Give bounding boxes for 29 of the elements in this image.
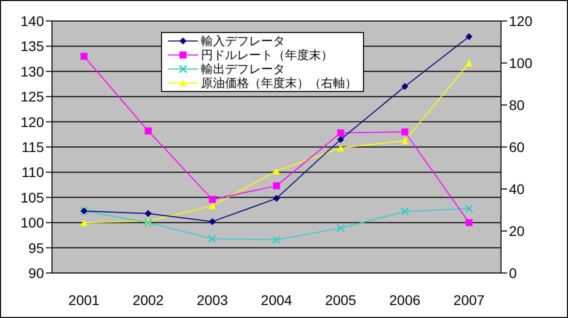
y-tick-label: 120 — [20, 114, 44, 130]
y-tick-label: 105 — [20, 189, 44, 206]
x-tick-label: 2006 — [389, 292, 421, 308]
y-tick-label: 95 — [28, 240, 44, 256]
y2-tick-label: 0 — [509, 264, 517, 281]
y2-tick-label: 20 — [509, 222, 525, 239]
y-tick-label: 90 — [28, 264, 44, 281]
y-tick-label: 130 — [20, 63, 44, 80]
x-tick-label: 2005 — [325, 292, 356, 308]
x-tick-label: 2004 — [260, 292, 292, 308]
y2-tick-label: 80 — [509, 96, 525, 113]
y-tick-label: 140 — [20, 12, 44, 29]
y-tick-label: 135 — [20, 38, 44, 54]
x-tick-label: 2001 — [68, 292, 100, 308]
legend-label: 原油価格（年度末）（右軸） — [201, 76, 357, 90]
y2-tick-label: 40 — [509, 180, 525, 197]
y-tick-label: 115 — [22, 138, 44, 155]
y2-tick-label: 120 — [509, 12, 533, 29]
y-tick-label: 125 — [20, 88, 44, 105]
y2-tick-label: 100 — [509, 54, 533, 71]
y-tick-label: 110 — [22, 164, 44, 180]
x-tick-label: 2002 — [132, 292, 164, 308]
legend-label: 円ドルレート（年度末） — [201, 48, 333, 62]
y-tick-label: 100 — [20, 214, 44, 231]
legend-label: 輸入デフレータ — [201, 34, 285, 48]
y2-tick-label: 60 — [509, 138, 525, 155]
x-tick-label: 2007 — [453, 292, 485, 308]
legend-label: 輸出デフレータ — [201, 62, 285, 76]
x-tick-label: 2003 — [196, 292, 228, 308]
